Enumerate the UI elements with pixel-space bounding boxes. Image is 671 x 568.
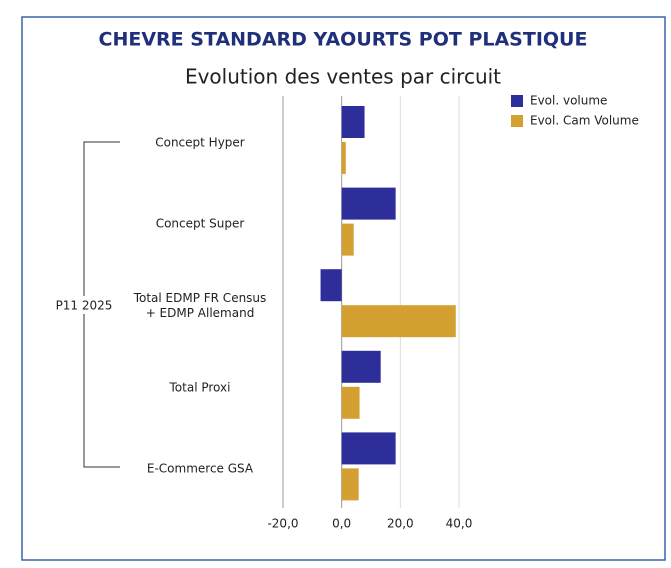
x-tick-label: 20,0 [387, 517, 414, 531]
bar [341, 468, 359, 501]
bar [341, 106, 365, 138]
legend-label: Evol. volume [530, 94, 607, 108]
x-tick-label: -20,0 [267, 517, 298, 531]
category-label: Concept Hyper [155, 135, 245, 150]
category-label: Total EDMP FR Census + EDMP Allemand [133, 291, 267, 320]
legend-swatch [511, 95, 523, 107]
bar [320, 269, 342, 302]
category-label: Concept Super [155, 216, 245, 231]
category-label: E-Commerce GSA [146, 461, 254, 476]
bar [341, 187, 396, 220]
bar [341, 350, 381, 383]
legend-label: Evol. Cam Volume [530, 114, 639, 128]
bar [341, 386, 360, 419]
x-tick-label: 0,0 [332, 517, 351, 531]
bar [341, 223, 354, 256]
chart-title: CHEVRE STANDARD YAOURTS POT PLASTIQUE [99, 29, 588, 51]
x-tick-label: 40,0 [446, 517, 473, 531]
legend-swatch [511, 115, 523, 127]
group-label-bg [50, 296, 120, 314]
group-label: P11 2025 [56, 299, 113, 313]
bar [341, 432, 396, 465]
bar [341, 142, 346, 174]
category-label: Total Proxi [169, 380, 231, 395]
bar [341, 305, 456, 338]
chart-subtitle: Evolution des ventes par circuit [185, 65, 501, 89]
